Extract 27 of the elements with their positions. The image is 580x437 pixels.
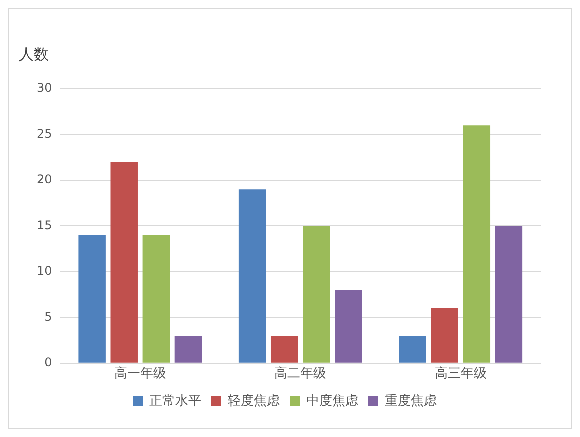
bar bbox=[238, 190, 266, 363]
bar bbox=[463, 126, 491, 363]
x-tick-label: 高三年级 bbox=[434, 366, 487, 382]
x-tick-label: 高二年级 bbox=[274, 366, 327, 382]
bar bbox=[495, 226, 523, 363]
bar bbox=[399, 336, 426, 363]
y-axis-title: 人数 bbox=[19, 45, 49, 64]
y-tick-label: 5 bbox=[44, 310, 52, 324]
y-tick-label: 0 bbox=[44, 356, 52, 370]
y-tick-label: 10 bbox=[36, 264, 52, 278]
bar bbox=[431, 308, 458, 363]
y-tick-label: 30 bbox=[36, 81, 52, 96]
bar bbox=[174, 336, 202, 363]
legend-label: 轻度焦虑 bbox=[228, 392, 280, 409]
bar bbox=[110, 162, 138, 363]
y-tick-label: 20 bbox=[36, 172, 52, 187]
y-tick-label: 15 bbox=[36, 218, 52, 232]
bar bbox=[270, 336, 298, 363]
legend-label: 中度焦虑 bbox=[306, 392, 358, 409]
bar bbox=[335, 290, 362, 363]
y-tick-label: 25 bbox=[36, 126, 52, 141]
bar bbox=[142, 235, 170, 363]
bar bbox=[78, 235, 106, 363]
legend-label: 正常水平 bbox=[150, 394, 202, 409]
bar bbox=[303, 226, 330, 363]
x-tick-label: 高一年级 bbox=[114, 366, 166, 382]
legend-label: 重度焦虑 bbox=[385, 392, 437, 409]
